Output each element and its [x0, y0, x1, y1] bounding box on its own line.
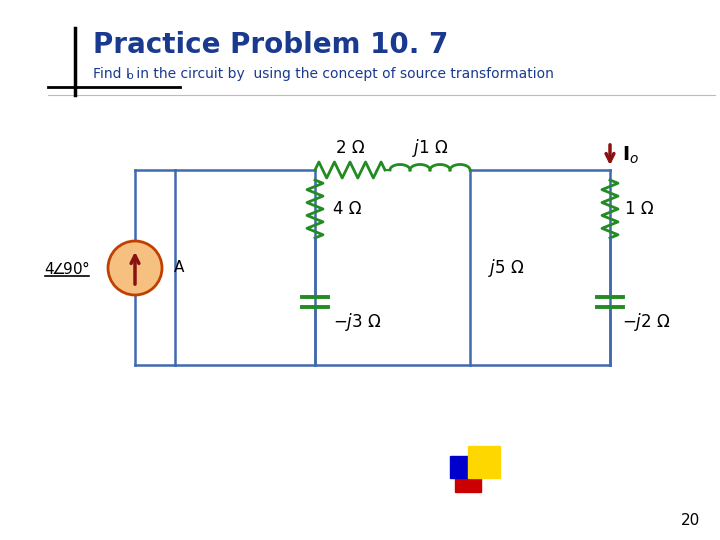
Text: Practice Problem 10. 7: Practice Problem 10. 7: [93, 31, 449, 59]
Bar: [455, 466, 481, 492]
Text: Find I: Find I: [93, 67, 130, 81]
Text: 20: 20: [680, 513, 700, 528]
Bar: [468, 446, 500, 478]
Text: $-j$3 Ω: $-j$3 Ω: [333, 311, 382, 333]
Text: $\mathbf{I}_{\mathit{o}}$: $\mathbf{I}_{\mathit{o}}$: [622, 144, 639, 166]
Bar: [450, 456, 472, 478]
Text: in the circuit by  using the concept of source transformation: in the circuit by using the concept of s…: [132, 67, 554, 81]
Circle shape: [108, 241, 162, 295]
Text: $j$5 Ω: $j$5 Ω: [488, 257, 524, 279]
Text: 4$\!\angle\!$90°: 4$\!\angle\!$90°: [44, 260, 90, 276]
Text: $j$1 Ω: $j$1 Ω: [412, 137, 449, 159]
Text: A: A: [174, 260, 184, 275]
Text: o: o: [126, 71, 132, 81]
Text: $-j$2 Ω: $-j$2 Ω: [622, 311, 670, 333]
Text: 1 Ω: 1 Ω: [625, 200, 654, 218]
Text: 2 Ω: 2 Ω: [336, 139, 364, 157]
Text: 4 Ω: 4 Ω: [333, 200, 361, 218]
